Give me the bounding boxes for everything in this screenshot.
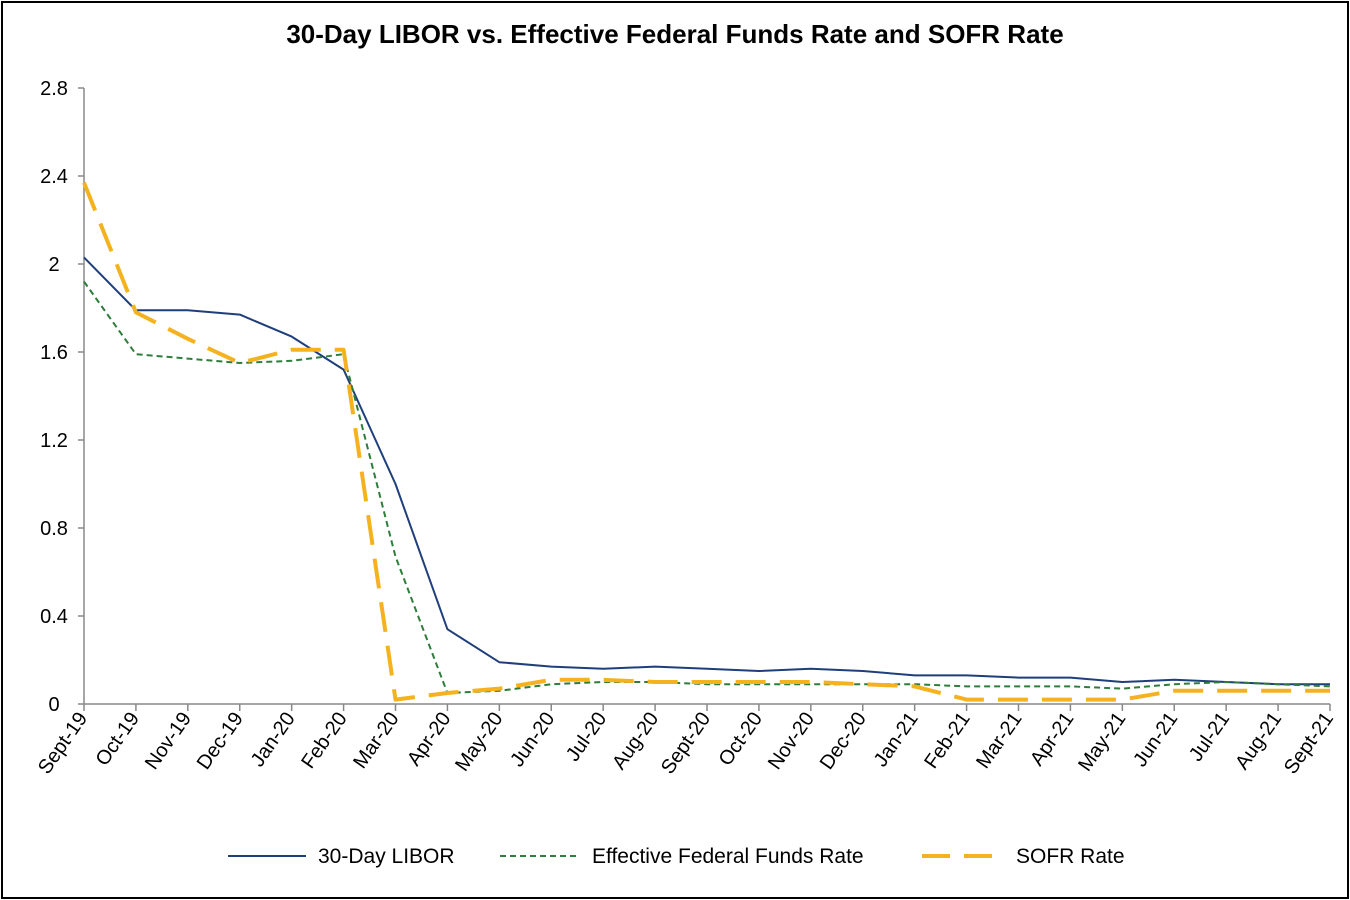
x-tick-label: Oct-20 (715, 708, 767, 770)
x-tick-label: Jul-21 (1185, 708, 1234, 765)
y-tick-label: 2.8 (40, 78, 68, 100)
y-tick-label: 0 (48, 694, 59, 716)
y-tick-label: 1.2 (40, 430, 68, 452)
series-line-1 (83, 256, 1330, 686)
x-tick-label: Apr-21 (1026, 708, 1078, 770)
x-tick-label: Aug-21 (1231, 708, 1286, 773)
y-tick-label: 0.8 (40, 518, 68, 540)
chart-legend: 30-Day LIBOR Effective Federal Funds Rate… (228, 845, 1125, 868)
legend-label-3: SOFR Rate (1016, 845, 1125, 868)
chart-title: 30-Day LIBOR vs. Effective Federal Funds… (286, 19, 1063, 49)
x-tick-label: Aug-20 (608, 708, 663, 773)
series-line-3 (82, 181, 1330, 702)
x-tick-label: Jan-20 (247, 708, 300, 771)
x-tick-label: Feb-20 (297, 708, 351, 773)
x-tick-label: Sept-19 (34, 708, 92, 778)
x-tick-label: Apr-20 (403, 708, 455, 770)
y-tick-label: 2 (48, 254, 59, 276)
x-tick-label: Feb-21 (920, 708, 974, 773)
x-tick-label: Jul-20 (562, 708, 611, 765)
y-tick-label: 1.6 (40, 342, 68, 364)
legend-label-2: Effective Federal Funds Rate (592, 845, 864, 868)
x-tick-label: Jan-21 (870, 708, 923, 771)
x-tick-label: Oct-19 (92, 708, 144, 770)
x-tick-label: Mar-21 (972, 708, 1026, 773)
y-tick-label: 0.4 (40, 606, 68, 628)
x-tick-label: Nov-20 (764, 708, 819, 773)
x-tick-label: Jun-20 (506, 708, 559, 771)
x-tick-label: Dec-19 (193, 708, 248, 773)
x-tick-label: Dec-20 (816, 708, 871, 773)
y-tick-label: 2.4 (40, 166, 68, 188)
x-tick-label: Sept-20 (657, 708, 715, 778)
x-tick-label: May-20 (451, 708, 507, 775)
x-tick-label: Jun-21 (1129, 708, 1182, 771)
x-tick-label: May-21 (1074, 708, 1130, 775)
x-tick-label: Nov-19 (141, 708, 196, 773)
x-tick-label: Mar-20 (349, 708, 403, 773)
series-line-2 (83, 281, 1331, 694)
chart-series (82, 181, 1331, 702)
legend-label-1: 30-Day LIBOR (318, 845, 455, 868)
x-tick-label: Sept-21 (1280, 708, 1338, 778)
